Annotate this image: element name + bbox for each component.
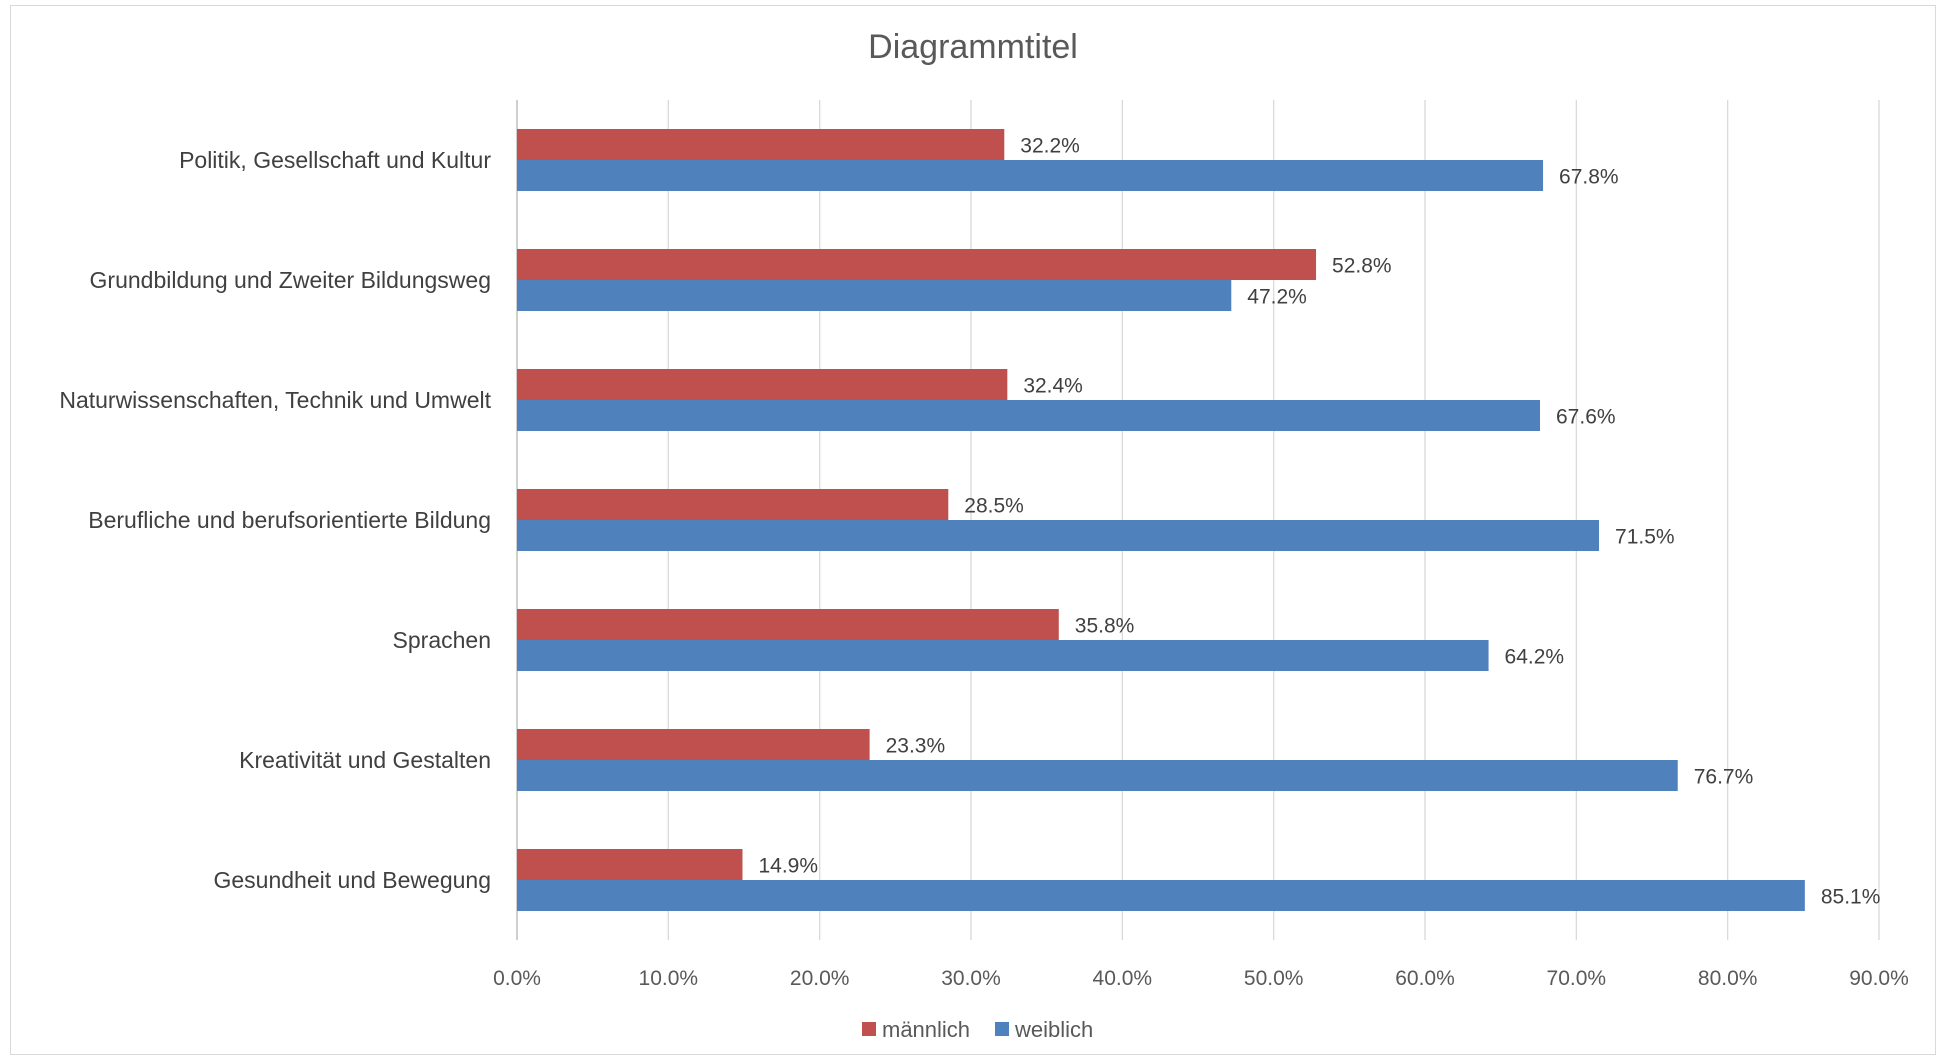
x-tick-label: 70.0% (1547, 967, 1607, 990)
x-tick-label: 40.0% (1093, 967, 1153, 990)
category-label: Politik, Gesellschaft und Kultur (179, 147, 491, 173)
legend: männlich weiblich (862, 1017, 1093, 1042)
data-label: 23.3% (886, 735, 946, 758)
bar-weiblich (517, 880, 1805, 911)
category-labels: Politik, Gesellschaft und Kultur Grundbil… (59, 147, 491, 893)
bar-weiblich (517, 160, 1544, 191)
legend-swatch (862, 1022, 876, 1036)
chart-title: Diagrammtitel (868, 28, 1078, 66)
legend-label: weiblich (1014, 1017, 1093, 1042)
data-label: 28.5% (964, 495, 1024, 518)
data-label: 85.1% (1821, 886, 1881, 909)
bars: 32.2% 67.8% 52.8% 47.2% 32.4% 67.6% 28.5% 71.5%… (517, 129, 1880, 911)
data-label: 32.2% (1020, 135, 1080, 158)
data-label: 52.8% (1332, 255, 1392, 278)
bar-weiblich (517, 400, 1541, 431)
x-tick-label: 20.0% (790, 967, 850, 990)
bar-weiblich (517, 280, 1232, 311)
x-tick-label: 80.0% (1698, 967, 1758, 990)
data-label: 67.8% (1559, 166, 1619, 189)
category-label: Naturwissenschaften, Technik und Umwelt (59, 387, 491, 413)
x-axis-ticks: 0.0% 10.0% 20.0% 30.0% 40.0% 50.0% 60.0% 70.0% 8… (493, 967, 1909, 990)
bar-maennlich (517, 609, 1059, 640)
category-label: Gesundheit und Bewegung (214, 867, 492, 893)
chart-area (10, 5, 1936, 1055)
category-label: Kreativität und Gestalten (239, 747, 491, 773)
legend-swatch (995, 1022, 1009, 1036)
data-label: 35.8% (1075, 615, 1135, 638)
x-tick-label: 10.0% (639, 967, 699, 990)
bar-maennlich (517, 129, 1005, 160)
gridlines (516, 100, 1880, 940)
category-label: Sprachen (393, 627, 491, 653)
data-label: 64.2% (1505, 646, 1565, 669)
data-label: 14.9% (758, 855, 818, 878)
bar-maennlich (517, 249, 1317, 280)
bar-maennlich (517, 369, 1008, 400)
data-label: 47.2% (1247, 286, 1307, 309)
x-tick-label: 90.0% (1849, 967, 1909, 990)
data-label: 76.7% (1694, 766, 1754, 789)
data-label: 71.5% (1615, 526, 1675, 549)
bar-maennlich (517, 729, 870, 760)
x-tick-label: 0.0% (493, 967, 541, 990)
x-tick-label: 50.0% (1244, 967, 1304, 990)
x-tick-label: 30.0% (941, 967, 1001, 990)
data-label: 67.6% (1556, 406, 1616, 429)
category-label: Grundbildung und Zweiter Bildungsweg (90, 267, 491, 293)
x-tick-label: 60.0% (1395, 967, 1455, 990)
bar-weiblich (517, 640, 1489, 671)
bar-weiblich (517, 520, 1600, 551)
legend-label: männlich (882, 1017, 970, 1042)
bar-weiblich (517, 760, 1678, 791)
bar-maennlich (517, 849, 743, 880)
bar-maennlich (517, 489, 949, 520)
data-label: 32.4% (1023, 375, 1083, 398)
category-label: Berufliche und berufsorientierte Bildung (88, 507, 491, 533)
